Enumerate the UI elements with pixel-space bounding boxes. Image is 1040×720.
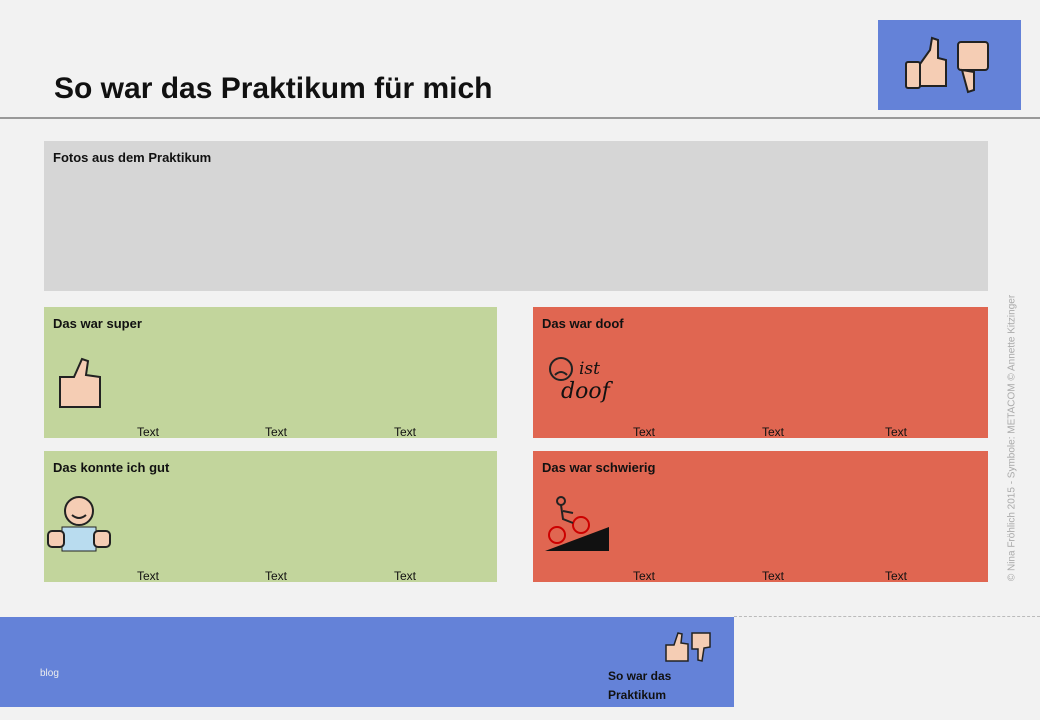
icon-text: doof xyxy=(561,379,610,404)
text-label: Text xyxy=(632,569,656,583)
text-label: Text xyxy=(393,569,417,583)
icon-text: ist xyxy=(579,359,600,379)
thumb-up-icon xyxy=(59,357,101,408)
header-rule xyxy=(0,117,1040,119)
bike-uphill-icon xyxy=(545,496,609,551)
sad-face-icon xyxy=(549,357,573,381)
panel-title: Das konnte ich gut xyxy=(53,460,170,475)
text-label: Text xyxy=(136,569,160,583)
blog-label: blog xyxy=(40,668,59,679)
panel: Das war schwierig Text Text Text xyxy=(533,451,988,583)
panel: Das war super Text Text Text xyxy=(44,307,497,439)
thumbs-icon xyxy=(665,632,711,662)
footer: blog So war das Praktikum xyxy=(0,617,734,707)
panel-title: Das war doof xyxy=(542,316,624,331)
credit: © Nina Fröhlich 2015 - Symbole: METACOM … xyxy=(1006,294,1018,582)
text-label: Text xyxy=(393,425,417,439)
photo-title: Fotos aus dem Praktikum xyxy=(53,150,212,165)
thumbs-box xyxy=(878,20,1021,110)
smiling-kid-icon xyxy=(47,496,111,552)
panel-title: Das war schwierig xyxy=(542,460,656,475)
panel: Das konnte ich gut Text Text Text xyxy=(44,451,497,583)
text-label: Text xyxy=(884,569,908,583)
panel-title: Das war super xyxy=(53,316,142,331)
text-label: Text xyxy=(632,425,656,439)
text-label: Text xyxy=(761,569,785,583)
footer-title: So war das Praktikum xyxy=(608,669,672,702)
text-label: Text xyxy=(884,425,908,439)
photo-area: Fotos aus dem Praktikum xyxy=(44,141,988,291)
text-label: Text xyxy=(761,425,785,439)
text-label: Text xyxy=(264,425,288,439)
page-title: So war das Praktikum für mich xyxy=(54,72,493,105)
dashed-rule xyxy=(734,616,1040,617)
text-label: Text xyxy=(264,569,288,583)
panel: Das war doof ist doof Text Text Text xyxy=(533,307,988,439)
thumbs-icon xyxy=(905,36,989,94)
text-label: Text xyxy=(136,425,160,439)
